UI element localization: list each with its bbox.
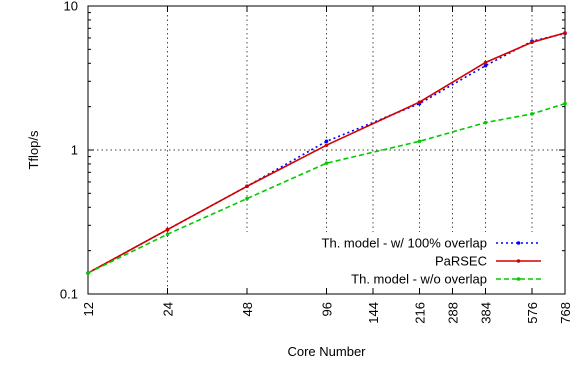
x-axis-title: Core Number bbox=[287, 344, 366, 359]
legend-marker bbox=[516, 241, 521, 245]
x-tick-label: 384 bbox=[479, 302, 494, 324]
data-point bbox=[324, 139, 329, 144]
legend-item: PaRSEC bbox=[435, 254, 541, 269]
legend-label: Th. model - w/ 100% overlap bbox=[322, 236, 487, 251]
legend-label: PaRSEC bbox=[435, 254, 487, 269]
data-point bbox=[165, 227, 170, 232]
x-tick-label: 24 bbox=[161, 302, 176, 316]
series-lines bbox=[86, 31, 567, 275]
data-point bbox=[165, 232, 170, 237]
series-3 bbox=[86, 101, 567, 275]
data-point bbox=[563, 31, 567, 35]
x-tick-label: 12 bbox=[81, 302, 96, 316]
legend-item: Th. model - w/o overlap bbox=[351, 272, 541, 287]
x-tick-label: 216 bbox=[413, 302, 428, 324]
data-point bbox=[86, 271, 90, 275]
axis-ticks: 12 24 48 96 144 216 288 384 576 768 0.1 1 10 bbox=[60, 0, 573, 324]
legend-marker bbox=[516, 259, 521, 263]
data-point bbox=[483, 60, 488, 65]
legend-marker bbox=[516, 277, 521, 281]
data-point bbox=[417, 139, 422, 144]
x-tick-label: 144 bbox=[366, 302, 381, 324]
data-point bbox=[245, 196, 249, 201]
data-point bbox=[483, 63, 488, 68]
data-point bbox=[324, 161, 329, 165]
y-axis-title: Tflop/s bbox=[26, 130, 41, 170]
series-line bbox=[87, 102, 566, 274]
data-point bbox=[417, 100, 422, 104]
data-point bbox=[563, 101, 567, 106]
legend: Th. model - w/ 100% overlap PaRSEC Th. mod… bbox=[322, 236, 541, 287]
y-tick-label: 10 bbox=[64, 0, 78, 14]
legend-label: Th. model - w/o overlap bbox=[351, 272, 487, 287]
legend-item: Th. model - w/ 100% overlap bbox=[322, 236, 541, 251]
x-tick-label: 48 bbox=[240, 302, 255, 316]
x-tick-label: 768 bbox=[558, 302, 573, 324]
data-point bbox=[530, 40, 534, 45]
y-tick-label: 0.1 bbox=[60, 287, 78, 302]
x-tick-label: 288 bbox=[446, 302, 461, 324]
data-point bbox=[245, 184, 249, 189]
data-point bbox=[324, 143, 329, 147]
data-point bbox=[483, 120, 488, 125]
x-tick-label: 96 bbox=[320, 302, 335, 316]
x-tick-label: 576 bbox=[525, 302, 540, 324]
series-line bbox=[87, 32, 566, 274]
data-point bbox=[530, 112, 534, 116]
y-tick-label: 1 bbox=[71, 143, 78, 158]
